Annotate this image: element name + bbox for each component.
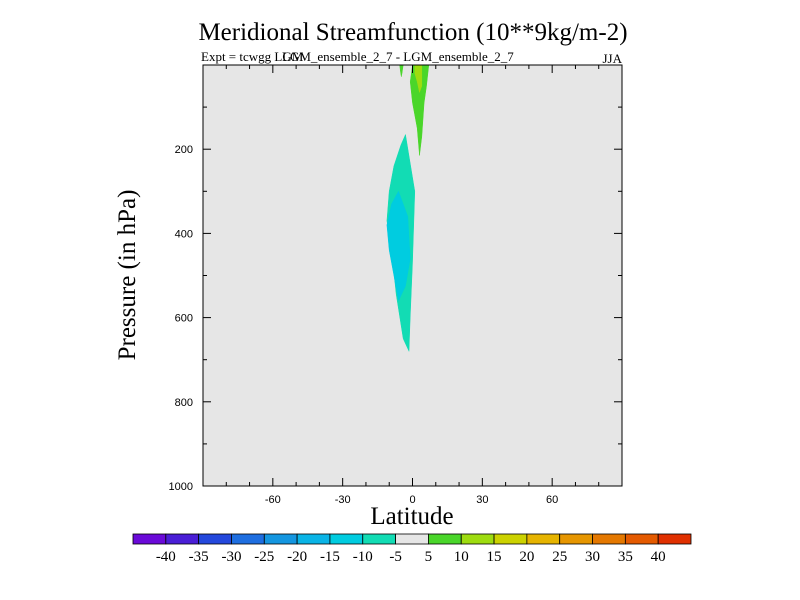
colorbar-label: 30 [585, 549, 600, 565]
colorbar-swatch [362, 533, 396, 545]
colorbar-label: 5 [425, 549, 433, 565]
season-label: JJA [602, 51, 622, 66]
x-tick-label: -60 [265, 494, 281, 506]
y-tick-label: 800 [175, 397, 193, 409]
axis-ticks [203, 65, 622, 486]
contour-region-negative-cell-inner [386, 190, 411, 302]
colorbar-swatch [526, 533, 561, 545]
colorbar-label: 40 [651, 549, 666, 565]
contour-region-positive-cell-inner [414, 64, 423, 94]
colorbar-labels: -40 -35 -30 -25 -20 -15 -10 -5 5 10 15 20 25 30 35 40 [156, 549, 666, 565]
x-tick-label: 30 [476, 494, 488, 506]
colorbar-label: -10 [353, 549, 373, 565]
x-tick-label: -30 [335, 494, 351, 506]
colorbar-swatch [428, 533, 462, 545]
x-axis-label: Latitude [370, 503, 453, 530]
colorbar-swatch [395, 533, 429, 545]
contour-regions [386, 64, 430, 352]
colorbar [132, 533, 692, 545]
colorbar-label: 35 [618, 549, 633, 565]
colorbar-swatch [198, 533, 232, 545]
colorbar-label: 25 [552, 549, 567, 565]
colorbar-label: -5 [389, 549, 402, 565]
colorbar-swatch [624, 533, 659, 545]
colorbar-swatch [460, 533, 495, 545]
x-tick-label: 0 [409, 494, 415, 506]
difference-label: LGM_ensemble_2_7 - LGM_ensemble_2_7 [282, 49, 514, 64]
contour-region-positive-cell-outer [409, 64, 430, 156]
colorbar-label: -35 [189, 549, 209, 565]
colorbar-swatch [329, 533, 364, 545]
colorbar-label: 20 [519, 549, 534, 565]
colorbar-swatch [231, 533, 265, 545]
colorbar-swatch [493, 533, 528, 545]
colorbar-swatch [165, 533, 200, 545]
y-tick-label: 200 [175, 144, 193, 156]
colorbar-swatch [559, 533, 593, 545]
plot-background [203, 65, 622, 486]
colorbar-label: 15 [487, 549, 502, 565]
colorbar-swatch [657, 533, 692, 545]
axis-tick-labels: -60 -30 0 30 60 200 400 600 800 1000 [169, 144, 559, 506]
colorbar-swatch [263, 533, 298, 545]
y-tick-label: 600 [175, 313, 193, 325]
colorbar-swatch [132, 533, 167, 545]
colorbar-label: -20 [287, 549, 307, 565]
chart-title: Meridional Streamfunction (10**9kg/m-2) [198, 19, 627, 46]
y-tick-label: 1000 [169, 481, 193, 493]
colorbar-swatch [592, 533, 626, 545]
colorbar-label: 10 [454, 549, 469, 565]
colorbar-label: -15 [320, 549, 340, 565]
experiment-label: Expt = tcwgg LGM [201, 49, 304, 64]
y-axis-label: Pressure (in hPa) [114, 190, 141, 361]
y-tick-label: 400 [175, 228, 193, 240]
colorbar-swatch [296, 533, 331, 545]
colorbar-label: -30 [221, 549, 241, 565]
x-tick-label: 60 [546, 494, 558, 506]
colorbar-label: -40 [156, 549, 176, 565]
colorbar-label: -25 [254, 549, 274, 565]
